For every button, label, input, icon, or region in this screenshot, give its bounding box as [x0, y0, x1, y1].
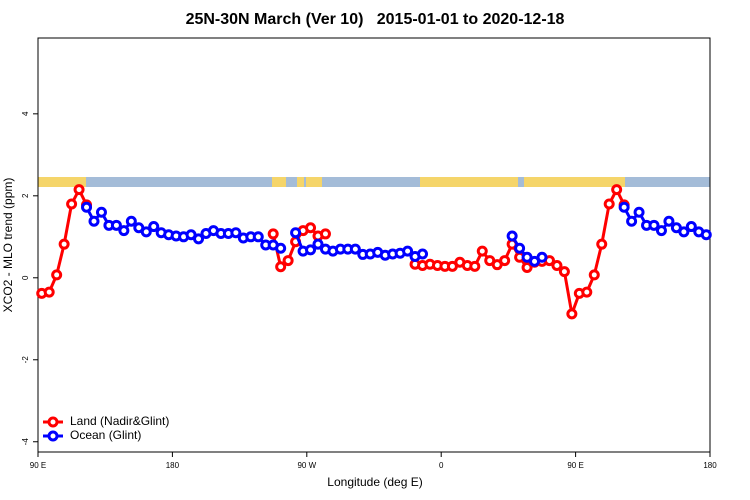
x-tick-label: 90 E [567, 461, 583, 470]
legend: Land (Nadir&Glint)Ocean (Glint) [43, 414, 169, 442]
data-point [305, 222, 317, 234]
data-point [588, 269, 600, 281]
data-point [275, 242, 287, 254]
data-point [110, 219, 122, 231]
data-point [655, 225, 667, 237]
data-point [118, 225, 130, 237]
data-point [402, 245, 414, 257]
data-point [230, 227, 242, 239]
chart-title: 25N-30N March (Ver 10) 2015-01-01 to 202… [186, 11, 565, 28]
data-point [305, 244, 317, 256]
data-point [140, 226, 152, 238]
data-point [558, 266, 570, 278]
y-tick-label: -2 [21, 356, 30, 364]
x-tick-label: 0 [439, 461, 444, 470]
data-point [685, 221, 697, 233]
data-point [506, 230, 518, 242]
data-point [51, 269, 63, 281]
data-point [193, 233, 205, 245]
data-point [618, 201, 630, 213]
x-tick-label: 90 W [297, 461, 316, 470]
data-point [700, 229, 712, 241]
data-point [81, 201, 93, 213]
x-tick-label: 180 [166, 461, 180, 470]
data-point [499, 255, 511, 267]
data-point [319, 228, 331, 240]
x-tick-label: 90 E [30, 461, 46, 470]
data-point [66, 198, 78, 210]
data-point [551, 259, 563, 271]
data-point [648, 219, 660, 231]
data-point [282, 255, 294, 267]
data-point [633, 206, 645, 218]
data-point [603, 198, 615, 210]
x-tick-label: 180 [703, 461, 717, 470]
data-point [596, 238, 608, 250]
y-tick-label: 2 [21, 193, 30, 198]
legend-marker [47, 416, 59, 428]
data-point [349, 243, 361, 255]
land-ocean-strip [38, 177, 710, 187]
data-point [58, 238, 70, 250]
data-point [275, 261, 287, 273]
data-point [267, 228, 279, 240]
data-point [417, 248, 429, 260]
data-point [95, 206, 107, 218]
series [81, 201, 712, 267]
data-point [290, 227, 302, 239]
data-point [469, 260, 481, 272]
x-axis-title: Longitude (deg E) [327, 475, 422, 489]
data-point [566, 308, 578, 320]
legend-label: Land (Nadir&Glint) [70, 414, 169, 428]
data-point [312, 238, 324, 250]
data-point [476, 245, 488, 257]
y-axis-title: XCO2 - MLO trend (ppm) [1, 178, 15, 313]
data-point [521, 262, 533, 274]
data-point [43, 286, 55, 298]
data-point [148, 221, 160, 233]
legend-marker [47, 430, 59, 442]
y-tick-label: -4 [21, 438, 30, 446]
data-point [678, 226, 690, 238]
data-point [536, 251, 548, 263]
data-point [663, 215, 675, 227]
y-tick-label: 0 [21, 275, 30, 280]
data-point [611, 184, 623, 196]
series [36, 184, 630, 320]
plot-frame [37, 37, 711, 453]
data-point [252, 231, 264, 243]
data-point [514, 242, 526, 254]
data-point [88, 215, 100, 227]
data-point [73, 184, 85, 196]
data-point [581, 286, 593, 298]
y-tick-label: 4 [21, 111, 30, 116]
legend-label: Ocean (Glint) [70, 428, 141, 442]
data-point [125, 215, 137, 227]
data-point [626, 215, 638, 227]
